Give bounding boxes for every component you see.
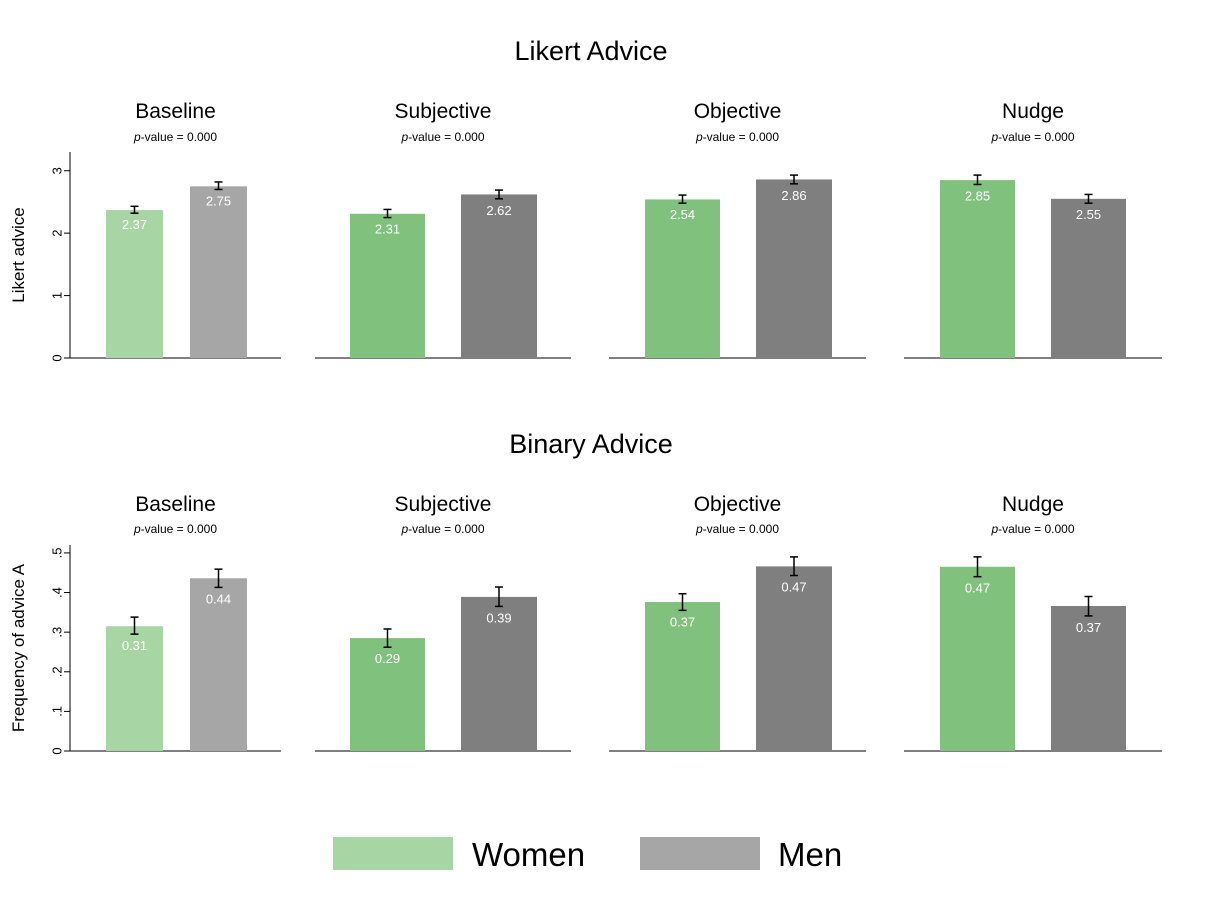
bar-men	[1051, 606, 1126, 751]
data-label: 2.62	[486, 203, 511, 218]
bar-men	[190, 186, 247, 358]
data-label: 0.29	[375, 651, 400, 666]
panel-nudge: Nudge p-value = 0.000 2.85 2.55	[904, 100, 1162, 359]
data-label: 0.37	[670, 614, 695, 629]
data-label: 0.31	[122, 638, 147, 653]
bar-men	[756, 179, 832, 358]
bar-women	[940, 180, 1015, 358]
bar-women	[645, 199, 720, 358]
chart-binary: Binary Advice Frequency of advice A 0 .1 .2.…	[9, 429, 1162, 755]
data-label: 0.44	[206, 591, 231, 606]
p-value-label: p-value = 0.000	[400, 130, 484, 144]
p-value-label: p-value = 0.000	[133, 522, 217, 536]
data-label: 2.85	[965, 188, 990, 203]
chart-likert: Likert Advice Likert advice 0 1 2 3 Baseline p-…	[9, 36, 1162, 362]
bar-women	[350, 638, 425, 751]
data-label: 2.54	[670, 207, 695, 222]
p-value-label: p-value = 0.000	[695, 130, 779, 144]
y-tick-label: 1	[50, 292, 65, 299]
y-axis-label: Frequency of advice A	[9, 563, 28, 732]
legend: Women Men	[333, 836, 842, 873]
bar-women	[940, 566, 1015, 751]
bar-men	[461, 194, 537, 358]
panel-objective: Objective p-value = 0.000 2.54 2.86	[609, 100, 866, 359]
bar-women	[106, 626, 163, 751]
y-tick-label: .3	[50, 627, 65, 638]
panel-title: Baseline	[135, 493, 216, 516]
panel-title: Subjective	[395, 100, 492, 123]
panel-subjective: Subjective p-value = 0.000 2.31 2.62	[315, 100, 571, 359]
p-value-label: p-value = 0.000	[133, 130, 217, 144]
y-tick-label: 0	[50, 747, 65, 754]
data-label: 2.86	[781, 188, 806, 203]
panel-nudge: Nudge p-value = 0.000 0.47 0.37	[904, 493, 1162, 752]
panel-baseline: Baseline p-value = 0.000 0.31 0.44	[70, 493, 281, 752]
y-tick-label: .2	[50, 666, 65, 677]
y-tick-label: 2	[50, 230, 65, 237]
bar-women	[350, 213, 425, 358]
panel-title: Nudge	[1002, 100, 1064, 123]
panel-title: Nudge	[1002, 493, 1064, 516]
chart-title: Likert Advice	[514, 36, 667, 66]
y-tick-label: .4	[50, 587, 65, 598]
data-label: 2.55	[1076, 207, 1101, 222]
data-label: 2.37	[122, 217, 147, 232]
bar-women	[106, 210, 163, 358]
y-axis-label: Likert advice	[9, 207, 28, 302]
bar-men	[190, 578, 247, 751]
legend-label: Men	[778, 836, 842, 873]
bar-women	[645, 602, 720, 751]
panel-objective: Objective p-value = 0.000 0.37 0.47	[609, 493, 866, 752]
panel-title: Subjective	[395, 493, 492, 516]
panel-subjective: Subjective p-value = 0.000 0.29 0.39	[315, 493, 571, 752]
panel-baseline: Baseline p-value = 0.000 2.37 2.75	[70, 100, 281, 359]
data-label: 2.31	[375, 222, 400, 237]
data-label: 0.37	[1076, 620, 1101, 635]
y-tick-label: 3	[50, 167, 65, 174]
panel-title: Baseline	[135, 100, 216, 123]
legend-swatch-men	[640, 837, 760, 870]
p-value-label: p-value = 0.000	[990, 130, 1074, 144]
bar-men	[756, 566, 832, 751]
legend-label: Women	[472, 836, 585, 873]
y-tick-label: 0	[50, 354, 65, 361]
data-label: 0.47	[781, 580, 806, 595]
p-value-label: p-value = 0.000	[695, 522, 779, 536]
data-label: 2.75	[206, 193, 231, 208]
bar-men	[461, 596, 537, 751]
bar-men	[1051, 198, 1126, 358]
legend-swatch-women	[333, 837, 453, 870]
y-tick-label: .5	[50, 548, 65, 559]
data-label: 0.39	[486, 610, 511, 625]
p-value-label: p-value = 0.000	[990, 522, 1074, 536]
chart-title: Binary Advice	[509, 429, 673, 459]
p-value-label: p-value = 0.000	[400, 522, 484, 536]
panel-title: Objective	[694, 100, 782, 123]
panel-title: Objective	[694, 493, 782, 516]
data-label: 0.47	[965, 581, 990, 596]
y-tick-label: .1	[50, 706, 65, 717]
